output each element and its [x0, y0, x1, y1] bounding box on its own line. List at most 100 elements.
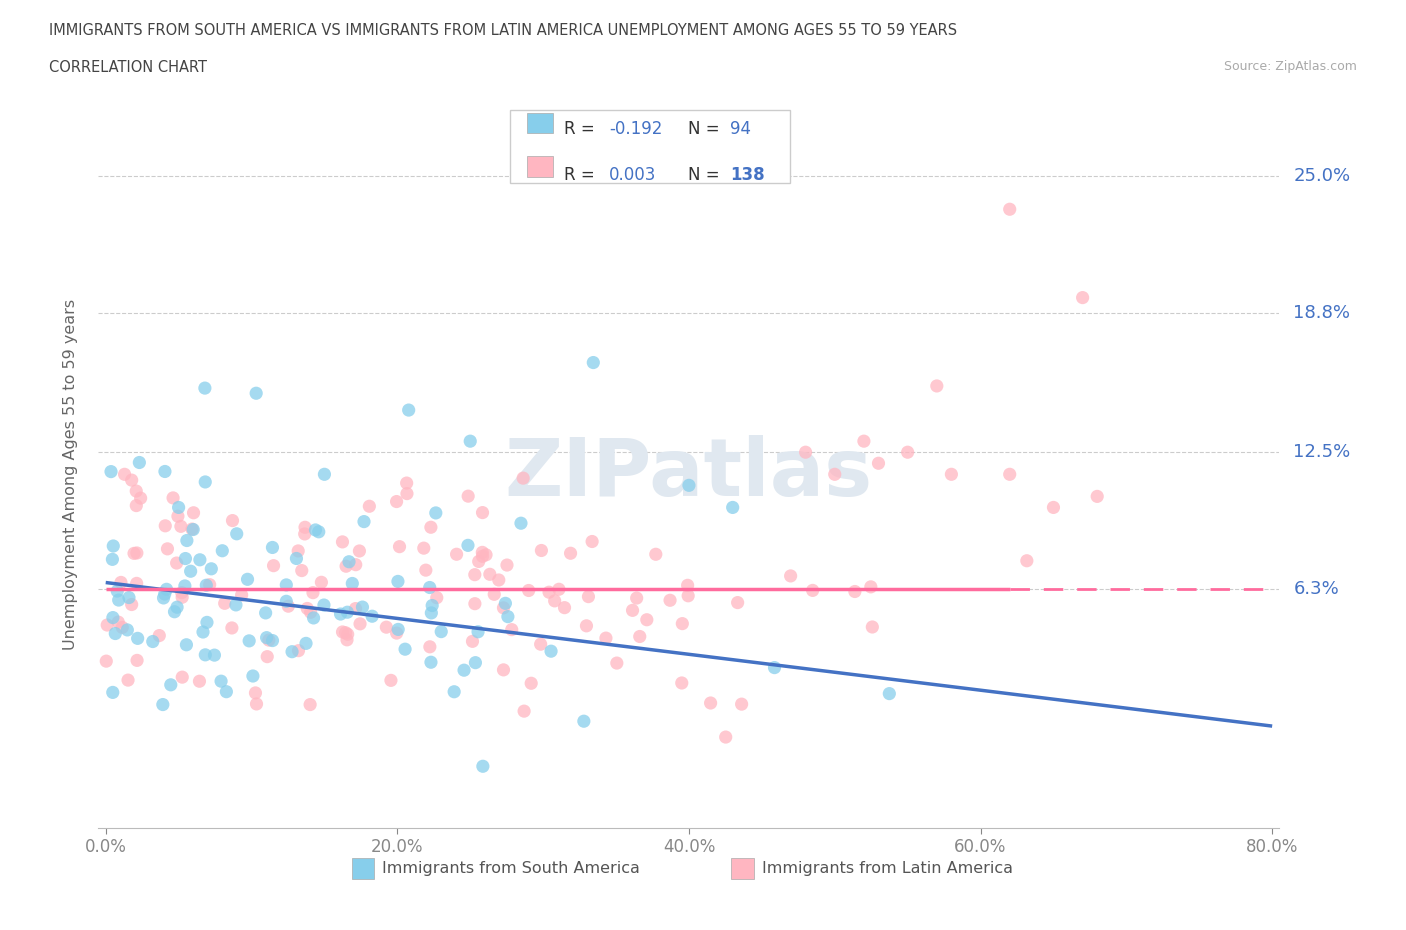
Point	[174, 551, 197, 566]
Point	[125, 576, 148, 591]
Point	[238, 633, 260, 648]
Point	[287, 644, 309, 658]
Point	[453, 663, 475, 678]
Point	[544, 593, 567, 608]
Point	[540, 644, 562, 658]
Point	[104, 626, 127, 641]
Text: N =: N =	[688, 166, 724, 183]
Point	[492, 662, 515, 677]
Point	[443, 684, 465, 699]
Point	[256, 649, 278, 664]
Text: 0.003: 0.003	[609, 166, 657, 183]
Point	[998, 467, 1021, 482]
Point	[420, 655, 443, 670]
Point	[245, 697, 267, 711]
Point	[494, 596, 516, 611]
Point	[359, 498, 381, 513]
Point	[471, 549, 494, 564]
Point	[636, 612, 658, 627]
Point	[530, 637, 553, 652]
Point	[277, 599, 299, 614]
Point	[221, 620, 243, 635]
Point	[295, 636, 318, 651]
Point	[488, 573, 510, 588]
Point	[127, 631, 149, 645]
Point	[464, 656, 486, 671]
Text: 18.8%: 18.8%	[1294, 304, 1350, 322]
Point	[419, 639, 441, 654]
Point	[467, 554, 489, 569]
Point	[188, 552, 211, 567]
Point	[478, 567, 501, 582]
Point	[1015, 553, 1038, 568]
Text: IMMIGRANTS FROM SOUTH AMERICA VS IMMIGRANTS FROM LATIN AMERICA UNEMPLOYMENT AMON: IMMIGRANTS FROM SOUTH AMERICA VS IMMIGRA…	[49, 23, 957, 38]
Point	[998, 202, 1021, 217]
Point	[148, 628, 170, 643]
Point	[262, 540, 284, 555]
Point	[461, 634, 484, 649]
Point	[173, 578, 195, 593]
Text: Source: ZipAtlas.com: Source: ZipAtlas.com	[1223, 60, 1357, 73]
Point	[458, 433, 481, 448]
Point	[117, 622, 139, 637]
Text: 12.5%: 12.5%	[1294, 444, 1351, 461]
Point	[484, 587, 506, 602]
Point	[155, 518, 177, 533]
Point	[398, 403, 420, 418]
Point	[195, 615, 218, 630]
Point	[336, 632, 359, 647]
Point	[101, 551, 124, 566]
Text: R =: R =	[564, 120, 600, 138]
Point	[471, 759, 494, 774]
Point	[336, 604, 359, 619]
Point	[575, 618, 598, 633]
Point	[332, 535, 354, 550]
Point	[194, 380, 217, 395]
Point	[162, 490, 184, 505]
Point	[344, 557, 367, 572]
Point	[181, 522, 204, 537]
Point	[1085, 489, 1108, 504]
Point	[628, 629, 651, 644]
Text: ZIPatlas: ZIPatlas	[505, 435, 873, 513]
Point	[426, 591, 449, 605]
Point	[530, 543, 553, 558]
Point	[336, 627, 359, 642]
Point	[727, 595, 749, 610]
Point	[231, 588, 253, 603]
Point	[107, 592, 129, 607]
Point	[721, 500, 744, 515]
Point	[153, 587, 176, 602]
Point	[412, 540, 434, 555]
Point	[200, 562, 222, 577]
Point	[375, 619, 398, 634]
Point	[276, 594, 298, 609]
Point	[167, 509, 190, 524]
Point	[344, 601, 367, 616]
Point	[118, 591, 141, 605]
Point	[183, 505, 205, 520]
Point	[166, 600, 188, 615]
Point	[122, 546, 145, 561]
Point	[361, 609, 384, 624]
Point	[554, 600, 576, 615]
Point	[860, 619, 883, 634]
Point	[419, 580, 441, 595]
Point	[520, 676, 543, 691]
Point	[159, 677, 181, 692]
Point	[204, 647, 226, 662]
Text: 25.0%: 25.0%	[1294, 167, 1351, 185]
Point	[714, 730, 737, 745]
Point	[153, 464, 176, 479]
Point	[152, 591, 174, 605]
Point	[380, 673, 402, 688]
Point	[105, 584, 128, 599]
Point	[170, 585, 193, 600]
Point	[211, 543, 233, 558]
Point	[180, 564, 202, 578]
Point	[329, 606, 352, 621]
Point	[125, 546, 148, 561]
Point	[125, 484, 148, 498]
Point	[262, 633, 284, 648]
Point	[225, 597, 247, 612]
